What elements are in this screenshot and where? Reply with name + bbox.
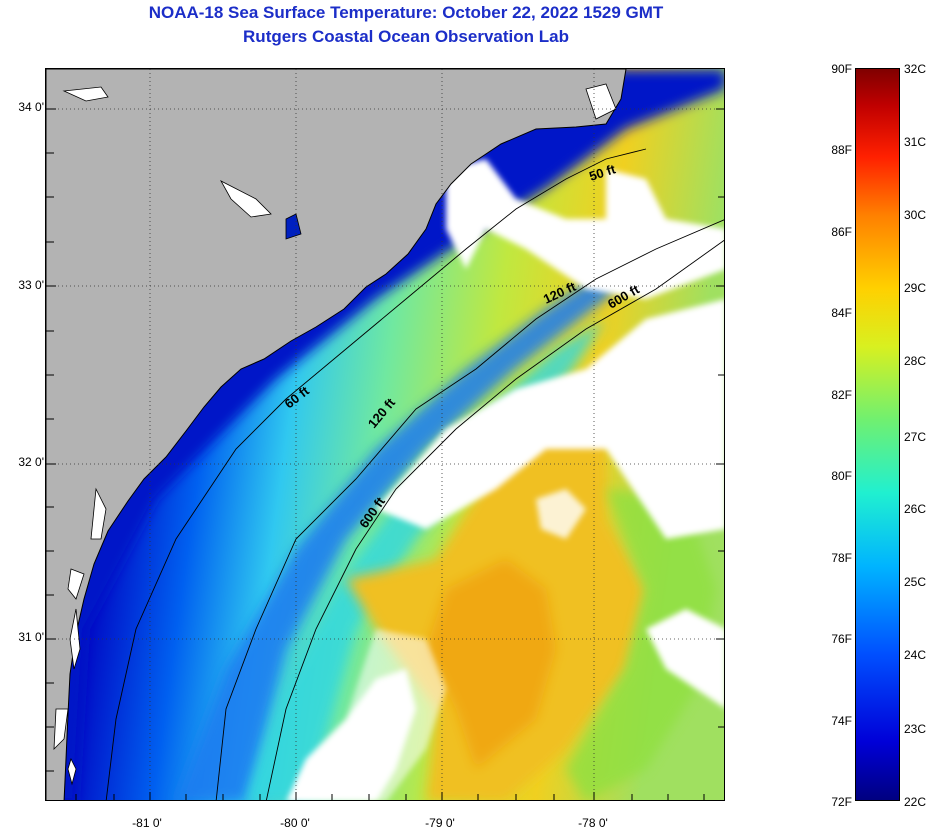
warm-core bbox=[426, 559, 556, 769]
colorbar-f-label: 74F bbox=[831, 714, 852, 728]
y-tick-label: 33 0' bbox=[18, 278, 44, 292]
y-tick-label: 32 0' bbox=[18, 455, 44, 469]
colorbar-f-label: 80F bbox=[831, 469, 852, 483]
colorbar-c-label: 23C bbox=[904, 722, 927, 736]
colorbar-f-label: 72F bbox=[831, 795, 852, 809]
cloud-mask bbox=[286, 159, 724, 800]
colorbar-f-label: 88F bbox=[831, 143, 852, 157]
y-tick-label: 34 0' bbox=[18, 100, 44, 114]
green-eastern bbox=[566, 489, 716, 800]
colorbar-c-label: 27C bbox=[904, 430, 927, 444]
sst-map[interactable]: 50 ft 60 ft 120 ft 120 ft 600 ft 600 ft bbox=[45, 68, 725, 801]
colorbar-c-label: 25C bbox=[904, 575, 927, 589]
colorbar-c-label: 26C bbox=[904, 502, 927, 516]
colorbar-c-label: 31C bbox=[904, 135, 927, 149]
colorbar-f-label: 90F bbox=[831, 62, 852, 76]
frame-ticks bbox=[46, 108, 724, 800]
colorbar-f-label: 84F bbox=[831, 306, 852, 320]
contour-600ft bbox=[265, 239, 724, 800]
contour-50ft bbox=[105, 148, 647, 800]
colorbar-f-label: 76F bbox=[831, 632, 852, 646]
colorbar-c-label: 22C bbox=[904, 795, 927, 809]
x-tick-label: -79 0' bbox=[425, 816, 455, 830]
colorbar-c-label: 29C bbox=[904, 281, 927, 295]
mid-shelf-water bbox=[176, 249, 646, 800]
colorbar-f-label: 82F bbox=[831, 388, 852, 402]
colorbar-c-label: 24C bbox=[904, 648, 927, 662]
cyan-band bbox=[246, 319, 606, 800]
map-title: NOAA-18 Sea Surface Temperature: October… bbox=[148, 3, 664, 22]
x-tick-label: -80 0' bbox=[280, 816, 310, 830]
x-tick-label: -81 0' bbox=[132, 816, 162, 830]
bathymetry-contours bbox=[105, 148, 724, 800]
coastal-marsh bbox=[53, 83, 617, 786]
colorbar-f-label: 78F bbox=[831, 551, 852, 565]
contour-120ft bbox=[215, 219, 724, 800]
colorbar-c-label: 30C bbox=[904, 208, 927, 222]
y-tick-label: 31 0' bbox=[18, 630, 44, 644]
sst-map-canvas: 50 ft 60 ft 120 ft 120 ft 600 ft 600 ft bbox=[46, 69, 724, 800]
colorbar-f-label: 86F bbox=[831, 225, 852, 239]
colorbar-c-label: 32C bbox=[904, 62, 927, 76]
map-subtitle: Rutgers Coastal Ocean Observation Lab bbox=[243, 27, 569, 46]
colorbar-c-label: 28C bbox=[904, 354, 927, 368]
x-tick-label: -78 0' bbox=[578, 816, 608, 830]
graticule bbox=[46, 69, 724, 800]
temperature-colorbar bbox=[855, 68, 900, 801]
